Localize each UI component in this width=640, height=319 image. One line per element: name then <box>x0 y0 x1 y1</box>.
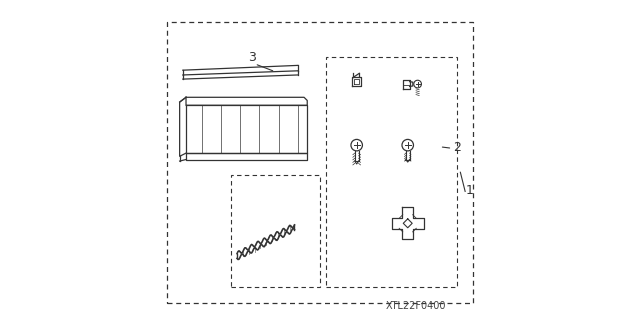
Text: 1: 1 <box>466 184 474 197</box>
Text: 3: 3 <box>248 51 256 63</box>
Text: XTL22F0400: XTL22F0400 <box>385 300 446 311</box>
Text: 2: 2 <box>453 141 461 153</box>
